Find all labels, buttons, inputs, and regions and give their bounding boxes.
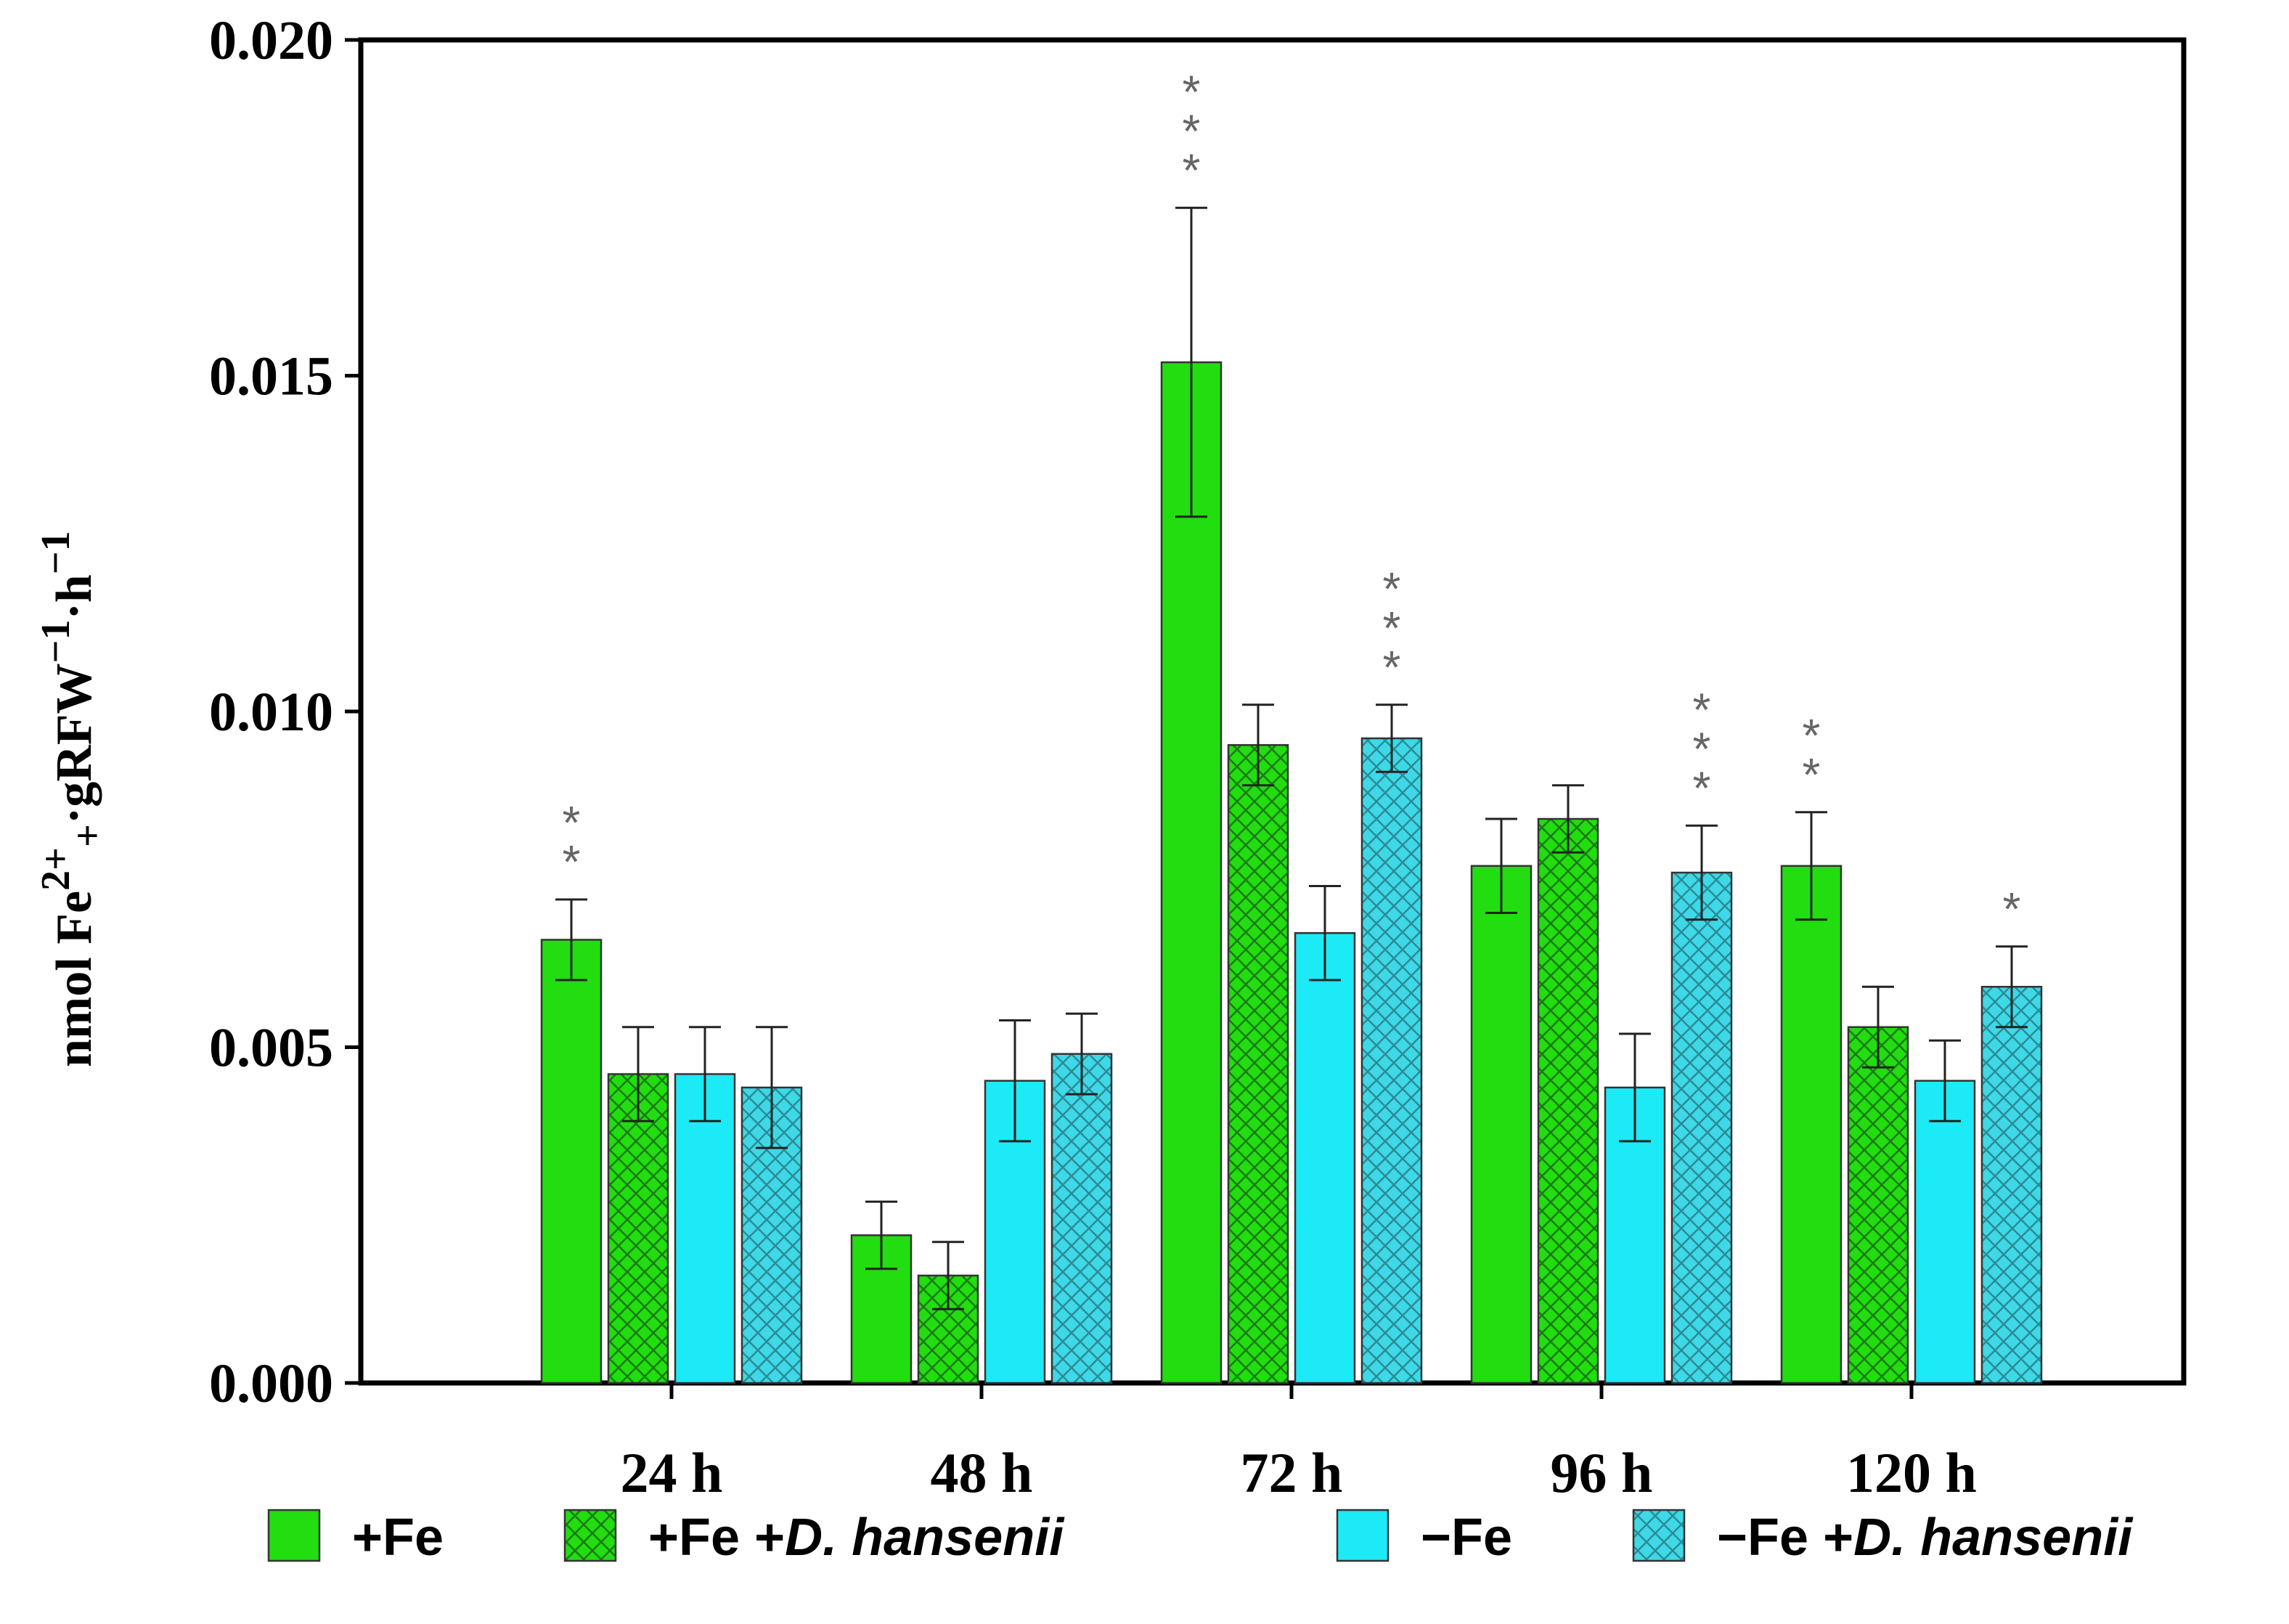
x-tick-label: 120 h bbox=[1846, 1441, 1977, 1504]
bar bbox=[1980, 986, 2043, 1384]
bar bbox=[1360, 737, 1423, 1384]
y-axis-label: nmol Fe2++·gRFW−1·h−1 bbox=[33, 531, 110, 1067]
y-tick-label: 0.005 bbox=[209, 1018, 333, 1079]
legend-label: +Fe +D. hansenii bbox=[648, 1509, 1065, 1567]
significance-label: * bbox=[2003, 883, 2021, 935]
significance-label: * * * bbox=[1383, 563, 1401, 693]
bar bbox=[1914, 1080, 1976, 1384]
bar bbox=[1470, 865, 1533, 1384]
legend-label: −Fe +D. hansenii bbox=[1717, 1509, 2134, 1567]
x-tick-label: 24 h bbox=[621, 1441, 723, 1504]
bar bbox=[1050, 1053, 1113, 1384]
y-tick-label: 0.015 bbox=[209, 346, 333, 407]
bar bbox=[1537, 817, 1599, 1384]
bar bbox=[1780, 865, 1843, 1384]
y-tick-label: 0.000 bbox=[209, 1353, 333, 1414]
legend-swatch bbox=[1336, 1509, 1390, 1562]
legend-swatch bbox=[1632, 1509, 1686, 1562]
significance-label: * * bbox=[1803, 709, 1821, 801]
bar bbox=[674, 1073, 736, 1384]
plot-area: * ** * ** * ** * ** ** bbox=[358, 37, 2187, 1386]
bar bbox=[1670, 871, 1733, 1384]
x-axis: 24 h 48 h 72 h 96 h 120 h bbox=[621, 1383, 1977, 1504]
x-tick-label: 72 h bbox=[1241, 1441, 1343, 1504]
bar bbox=[540, 939, 603, 1384]
bar bbox=[1294, 932, 1356, 1384]
bar bbox=[1227, 744, 1289, 1384]
legend: +Fe +Fe +D. hansenii −Fe −Fe +D. hansenii bbox=[267, 1509, 2134, 1567]
significance-label: * * * bbox=[1693, 683, 1711, 814]
significance-label: * * * bbox=[1183, 65, 1201, 196]
legend-label: −Fe bbox=[1421, 1509, 1512, 1567]
x-tick-label: 48 h bbox=[931, 1441, 1033, 1504]
bar bbox=[1847, 1026, 1909, 1384]
x-tick-label: 96 h bbox=[1551, 1441, 1653, 1504]
y-tick-label: 0.020 bbox=[209, 10, 333, 71]
legend-label: +Fe bbox=[352, 1509, 444, 1567]
y-axis: 0.000 0.005 0.010 0.015 0.020 bbox=[209, 10, 361, 1414]
legend-swatch bbox=[267, 1509, 321, 1562]
legend-swatch bbox=[563, 1509, 617, 1562]
y-tick-label: 0.010 bbox=[209, 682, 333, 743]
significance-label: * * bbox=[563, 796, 581, 888]
bar bbox=[607, 1073, 669, 1384]
bar bbox=[1160, 361, 1223, 1384]
